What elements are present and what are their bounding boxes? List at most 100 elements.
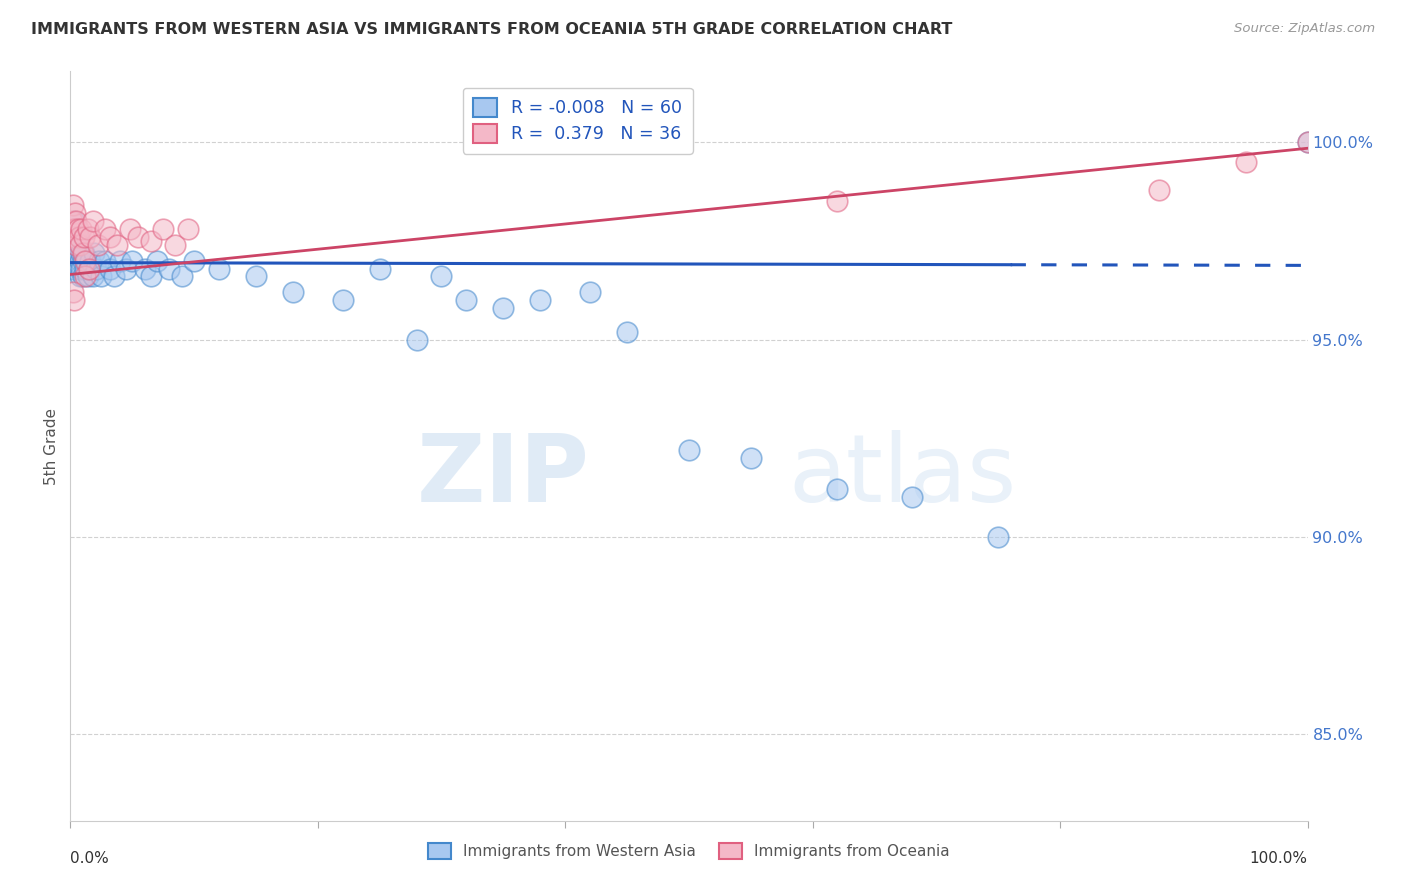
Point <box>60 214 83 228</box>
Point <box>69 238 91 252</box>
Point <box>73 230 96 244</box>
Y-axis label: 5th Grade: 5th Grade <box>44 408 59 484</box>
Point <box>72 245 94 260</box>
Point <box>65 214 87 228</box>
Point <box>66 222 89 236</box>
Point <box>65 230 87 244</box>
Point <box>79 230 101 244</box>
Point <box>70 261 93 276</box>
Point <box>65 222 87 236</box>
Point <box>103 269 125 284</box>
Point <box>121 253 143 268</box>
Point <box>98 230 121 244</box>
Point <box>63 214 86 228</box>
Point <box>281 285 304 300</box>
Point <box>157 261 180 276</box>
Point <box>75 253 97 268</box>
Point <box>90 269 112 284</box>
Text: atlas: atlas <box>787 430 1017 522</box>
Point <box>62 198 84 212</box>
Point <box>62 222 84 236</box>
Point <box>83 245 105 260</box>
Point <box>332 293 354 307</box>
Point <box>70 222 93 236</box>
Point <box>1296 136 1319 150</box>
Point <box>740 450 762 465</box>
Point <box>67 261 90 276</box>
Point <box>65 245 87 260</box>
Text: IMMIGRANTS FROM WESTERN ASIA VS IMMIGRANTS FROM OCEANIA 5TH GRADE CORRELATION CH: IMMIGRANTS FROM WESTERN ASIA VS IMMIGRAN… <box>31 22 952 37</box>
Point <box>94 222 117 236</box>
Point <box>368 261 391 276</box>
Point <box>65 238 87 252</box>
Point <box>94 253 117 268</box>
Point <box>529 293 551 307</box>
Point <box>69 269 91 284</box>
Point <box>87 253 110 268</box>
Point <box>98 261 121 276</box>
Point <box>63 293 86 307</box>
Point <box>75 269 97 284</box>
Point <box>177 222 200 236</box>
Point <box>108 253 131 268</box>
Point <box>127 230 149 244</box>
Point <box>405 333 427 347</box>
Point <box>134 261 156 276</box>
Point <box>63 230 86 244</box>
Point <box>73 245 96 260</box>
Text: 0.0%: 0.0% <box>70 851 110 866</box>
Point <box>66 245 89 260</box>
Point <box>208 261 231 276</box>
Point <box>115 261 138 276</box>
Point <box>75 253 97 268</box>
Text: ZIP: ZIP <box>418 430 591 522</box>
Point <box>63 261 86 276</box>
Text: 100.0%: 100.0% <box>1250 851 1308 866</box>
Point <box>139 269 162 284</box>
Point <box>1296 136 1319 150</box>
Point <box>62 285 84 300</box>
Point <box>987 530 1010 544</box>
Legend: Immigrants from Western Asia, Immigrants from Oceania: Immigrants from Western Asia, Immigrants… <box>422 838 956 865</box>
Point <box>79 253 101 268</box>
Text: Source: ZipAtlas.com: Source: ZipAtlas.com <box>1234 22 1375 36</box>
Point <box>66 230 89 244</box>
Point <box>152 222 174 236</box>
Point <box>165 238 187 252</box>
Point <box>65 238 87 252</box>
Point <box>69 253 91 268</box>
Point <box>827 194 849 209</box>
Point <box>62 245 84 260</box>
Point <box>75 261 97 276</box>
Point <box>118 222 141 236</box>
Point <box>72 269 94 284</box>
Point <box>65 253 87 268</box>
Point <box>60 234 83 248</box>
Point <box>65 206 87 220</box>
Point <box>430 269 453 284</box>
Point <box>139 234 162 248</box>
Point <box>827 483 849 497</box>
Point <box>146 253 169 268</box>
Point <box>67 238 90 252</box>
Point <box>62 222 84 236</box>
Point <box>76 222 98 236</box>
Point <box>77 261 100 276</box>
Point <box>70 245 93 260</box>
Point <box>72 253 94 268</box>
Point <box>579 285 602 300</box>
Point <box>456 293 478 307</box>
Point <box>900 490 922 504</box>
Point <box>84 261 107 276</box>
Point <box>616 325 638 339</box>
Point <box>67 230 90 244</box>
Point <box>86 238 108 252</box>
Point <box>82 214 104 228</box>
Point <box>105 238 128 252</box>
Point <box>492 301 515 315</box>
Point <box>82 269 104 284</box>
Point <box>76 269 98 284</box>
Point <box>170 269 193 284</box>
Point <box>678 442 700 457</box>
Point <box>1234 155 1257 169</box>
